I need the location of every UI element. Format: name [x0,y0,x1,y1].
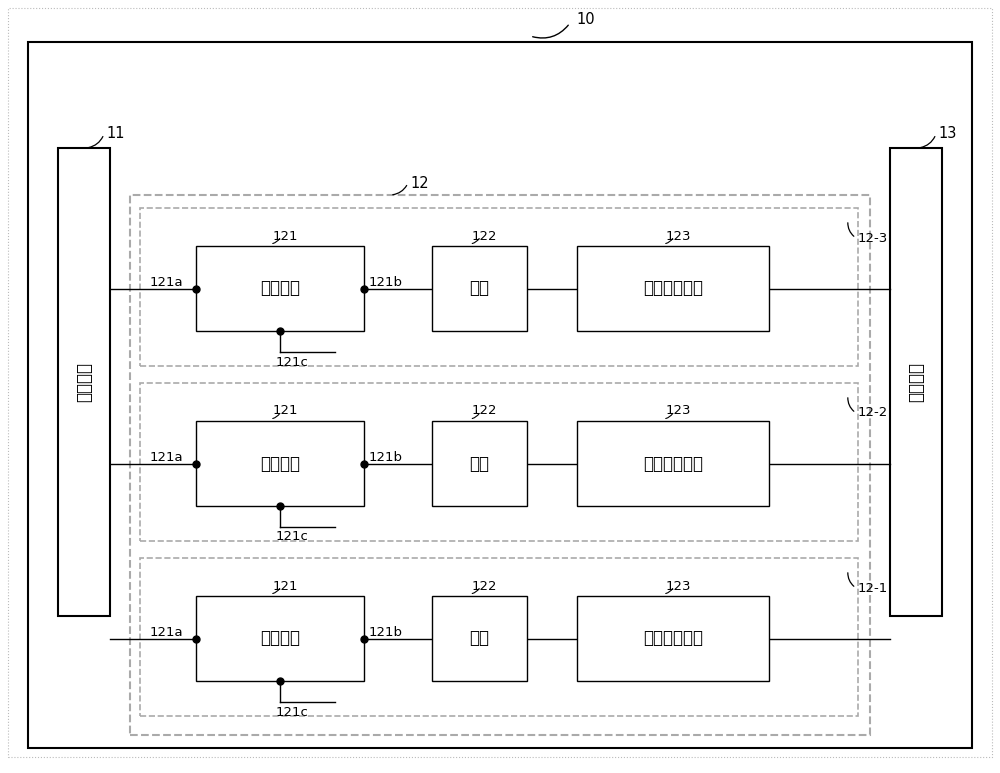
Text: 121: 121 [272,404,298,417]
Text: 123: 123 [665,230,691,243]
Text: 121a: 121a [149,626,183,639]
Text: 电池: 电池 [470,280,490,298]
Text: 123: 123 [665,404,691,417]
Text: 连接端口: 连接端口 [75,362,93,402]
Bar [196,421,364,506]
Text: 121b: 121b [369,276,403,289]
Text: 121b: 121b [369,451,403,464]
Text: 121b: 121b [369,626,403,639]
Bar [140,558,858,716]
Text: 122: 122 [472,230,497,243]
Text: 122: 122 [472,580,497,592]
Text: 13: 13 [938,127,956,141]
Bar [890,148,942,616]
Text: 充电模块: 充电模块 [260,629,300,648]
Bar [140,383,858,541]
Bar [577,421,769,506]
Text: 122: 122 [472,404,497,417]
Text: 121c: 121c [276,356,308,369]
Text: 11: 11 [106,127,124,141]
Bar [577,246,769,331]
Text: 温度检测模块: 温度检测模块 [643,629,703,648]
Bar [140,208,858,366]
Text: 电池: 电池 [470,455,490,472]
Text: 121a: 121a [149,451,183,464]
Bar [130,195,870,735]
Text: 121a: 121a [149,276,183,289]
Text: 123: 123 [665,580,691,592]
Text: 控制模块: 控制模块 [907,362,925,402]
Text: 12-1: 12-1 [858,581,888,594]
Bar [432,246,527,331]
Text: 10: 10 [576,12,595,28]
Bar [196,596,364,681]
Text: 温度检测模块: 温度检测模块 [643,280,703,298]
Bar [58,148,110,616]
Bar [432,596,527,681]
Text: 12-3: 12-3 [858,231,888,244]
Text: 12-2: 12-2 [858,407,888,420]
Text: 121: 121 [272,230,298,243]
Text: 121c: 121c [276,706,308,718]
Bar [196,246,364,331]
Text: 电池: 电池 [470,629,490,648]
Text: 12: 12 [410,175,429,190]
Text: 充电模块: 充电模块 [260,455,300,472]
Bar [577,596,769,681]
Text: 充电模块: 充电模块 [260,280,300,298]
Text: 温度检测模块: 温度检测模块 [643,455,703,472]
Text: 121: 121 [272,580,298,592]
Bar [432,421,527,506]
Text: 121c: 121c [276,530,308,543]
